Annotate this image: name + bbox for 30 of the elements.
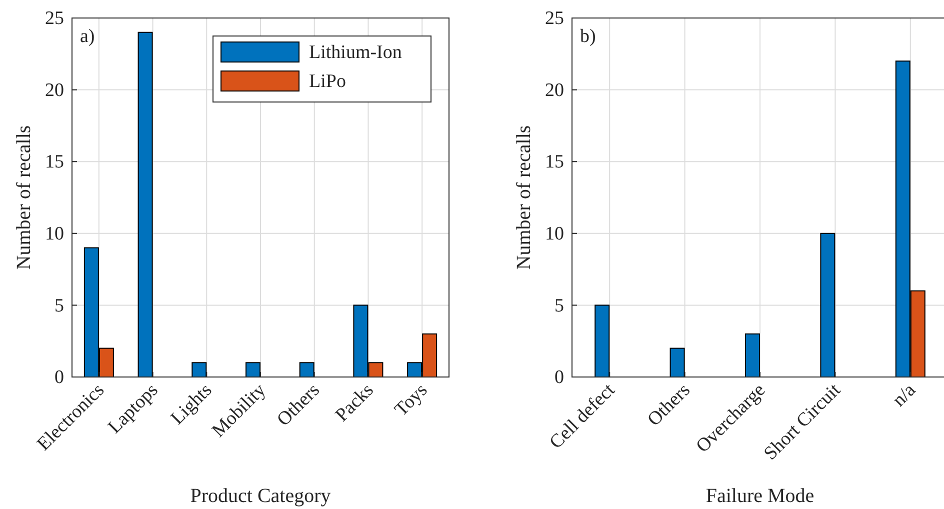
x-tick-label: Toys: [390, 380, 432, 420]
legend-label: Lithium-Ion: [309, 42, 402, 63]
y-tick-label: 0: [54, 367, 64, 388]
y-tick-label: 0: [554, 367, 564, 388]
annotation: a): [80, 26, 95, 47]
bar: [820, 232, 836, 378]
bar: [138, 32, 153, 378]
x-axis-title: Product Category: [190, 485, 331, 507]
bar: [299, 362, 314, 378]
x-tick-label: n/a: [888, 379, 920, 411]
y-tick-label: 25: [45, 8, 64, 30]
y-tick-label: 15: [45, 152, 64, 173]
annotation: b): [580, 26, 596, 47]
bar: [745, 333, 760, 378]
y-tick-label: 15: [545, 152, 564, 173]
bar: [594, 304, 610, 378]
y-tick-label: 5: [554, 295, 564, 316]
y-tick-label: 5: [54, 295, 64, 316]
legend-label: LiPo: [309, 71, 346, 92]
bar: [192, 362, 207, 378]
y-tick-label: 20: [45, 80, 64, 101]
bar: [246, 362, 260, 378]
y-tick-label: 25: [545, 8, 564, 30]
y-tick-label: 10: [45, 223, 64, 244]
y-axis-title: Number of recalls: [513, 125, 535, 270]
y-tick-label: 10: [545, 223, 564, 244]
bar: [670, 348, 685, 378]
x-axis-title: Failure Mode: [706, 485, 814, 507]
y-tick-label: 20: [545, 80, 564, 101]
y-axis-title: Number of recalls: [13, 125, 35, 270]
